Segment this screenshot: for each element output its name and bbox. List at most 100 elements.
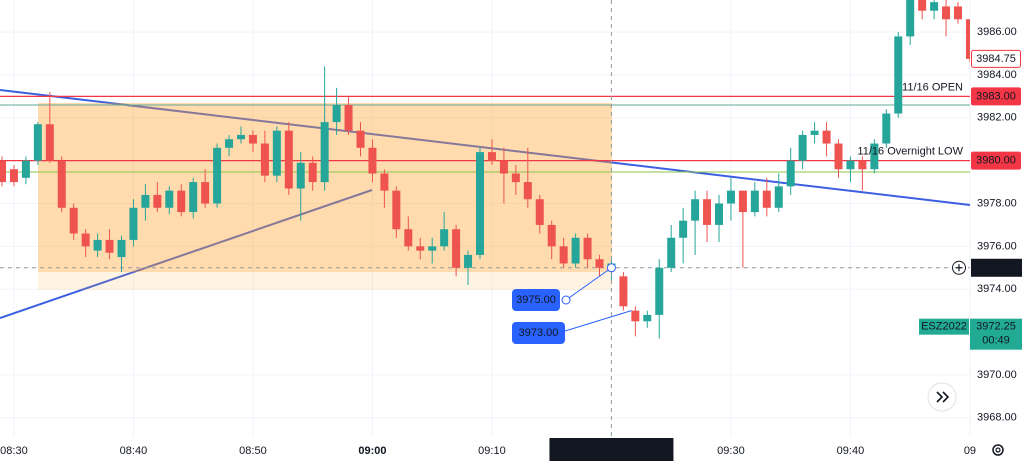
candle-body — [141, 194, 150, 208]
candle-body — [308, 162, 317, 183]
candle-body — [272, 130, 281, 176]
candle-body — [237, 134, 245, 140]
candle-body — [129, 207, 138, 240]
candle-body — [476, 152, 484, 255]
crosshair-value-box — [971, 258, 1022, 277]
candle-body — [225, 139, 234, 148]
trend-line — [0, 189, 373, 319]
candle-body — [177, 190, 186, 213]
candle-body — [428, 246, 437, 251]
candle-body — [965, 19, 970, 59]
candle-body — [679, 220, 688, 238]
x-tick-label: 09:30 — [717, 445, 745, 457]
candle-body — [882, 113, 891, 144]
x-tick-label: 08:50 — [239, 445, 267, 457]
candle-body — [404, 229, 413, 247]
crosshair-plus-icon — [955, 264, 963, 272]
y-tick-label: 3976.00 — [977, 240, 1017, 252]
plot — [0, 0, 970, 339]
candle-body — [619, 276, 628, 307]
candle-body — [69, 207, 78, 234]
y-tick-label: 3974.00 — [977, 283, 1017, 295]
candle-body — [511, 173, 520, 183]
candle-body — [846, 160, 855, 170]
candle-body — [464, 254, 473, 268]
candle-body — [320, 122, 329, 183]
price-line-label: 11/16 OPEN — [902, 81, 963, 93]
callout-label: 3975.00 — [516, 294, 556, 306]
candle-body — [452, 229, 461, 268]
x-tick-label: 09:00 — [358, 445, 386, 457]
candle-body — [368, 147, 377, 174]
price-line-value: 3980.00 — [976, 155, 1016, 167]
callout-box — [512, 289, 560, 311]
candle-body — [571, 237, 580, 264]
candle-body — [583, 237, 592, 260]
crosshair-value: 3975.00 — [976, 262, 1016, 274]
range-box-ext — [38, 272, 612, 290]
candle-body — [930, 2, 939, 11]
symbol-countdown: 00:49 — [982, 335, 1010, 347]
candle-body — [33, 124, 42, 161]
callout-anchor — [606, 263, 616, 273]
candle-body — [380, 173, 389, 191]
candle-body — [45, 124, 54, 161]
scroll-button[interactable] — [927, 382, 957, 412]
candle-body — [750, 190, 759, 213]
candle-body — [189, 182, 198, 213]
candle-body — [260, 143, 269, 176]
x-tick-label: 09:10 — [478, 445, 506, 457]
candle-body — [284, 130, 293, 189]
price-line-label: 11/16 Overnight LOW — [857, 146, 963, 158]
candle-body — [655, 267, 664, 315]
candle-body — [57, 160, 66, 208]
candle-body — [201, 182, 210, 204]
candle-body — [822, 130, 831, 144]
candle-body — [870, 143, 879, 170]
candle-body — [786, 160, 795, 187]
candle-body — [798, 134, 807, 161]
candle-body — [93, 239, 102, 251]
trend-line — [0, 89, 970, 206]
candle-body — [21, 160, 30, 178]
candle-body — [762, 190, 771, 208]
x-tick-label: 09 — [964, 445, 976, 457]
symbol-value: 3972.25 — [976, 321, 1016, 333]
symbol-value-box — [970, 318, 1022, 350]
crosshair-date: Wed 16 Nov '22 — [557, 444, 637, 456]
candle-body — [213, 147, 222, 204]
settings-button[interactable] — [992, 444, 1004, 456]
candle-body — [858, 160, 867, 170]
scroll-icon[interactable] — [936, 391, 950, 403]
candle-body — [667, 237, 676, 268]
y-tick-label: 3968.00 — [977, 412, 1017, 424]
candle-body — [774, 186, 783, 208]
x-tick-label: 08:40 — [120, 445, 148, 457]
y-tick-label: 3978.00 — [977, 197, 1017, 209]
candle-body — [559, 246, 568, 264]
candle-body — [165, 190, 174, 208]
crosshair-time-box — [549, 438, 674, 461]
candle-body — [356, 130, 365, 148]
candle-body — [416, 246, 425, 251]
candle-body — [9, 169, 18, 183]
last-price-value: 3984.75 — [976, 53, 1016, 65]
symbol-box — [919, 318, 969, 335]
callout-pointer — [564, 310, 632, 332]
gear-icon[interactable] — [992, 444, 1004, 456]
callout-anchor — [561, 295, 571, 305]
symbol-name: ESZ2022 — [921, 321, 967, 333]
candle-body — [715, 203, 723, 225]
candle-body — [296, 162, 305, 189]
gear-icon[interactable] — [995, 447, 1001, 453]
candle-body — [703, 199, 712, 225]
candle-body — [332, 104, 341, 123]
candle-body — [81, 233, 90, 247]
price-line-value-box — [971, 151, 1021, 170]
y-tick-label: 3970.00 — [977, 369, 1017, 381]
candle-body — [810, 130, 819, 135]
candle-body — [631, 310, 640, 322]
